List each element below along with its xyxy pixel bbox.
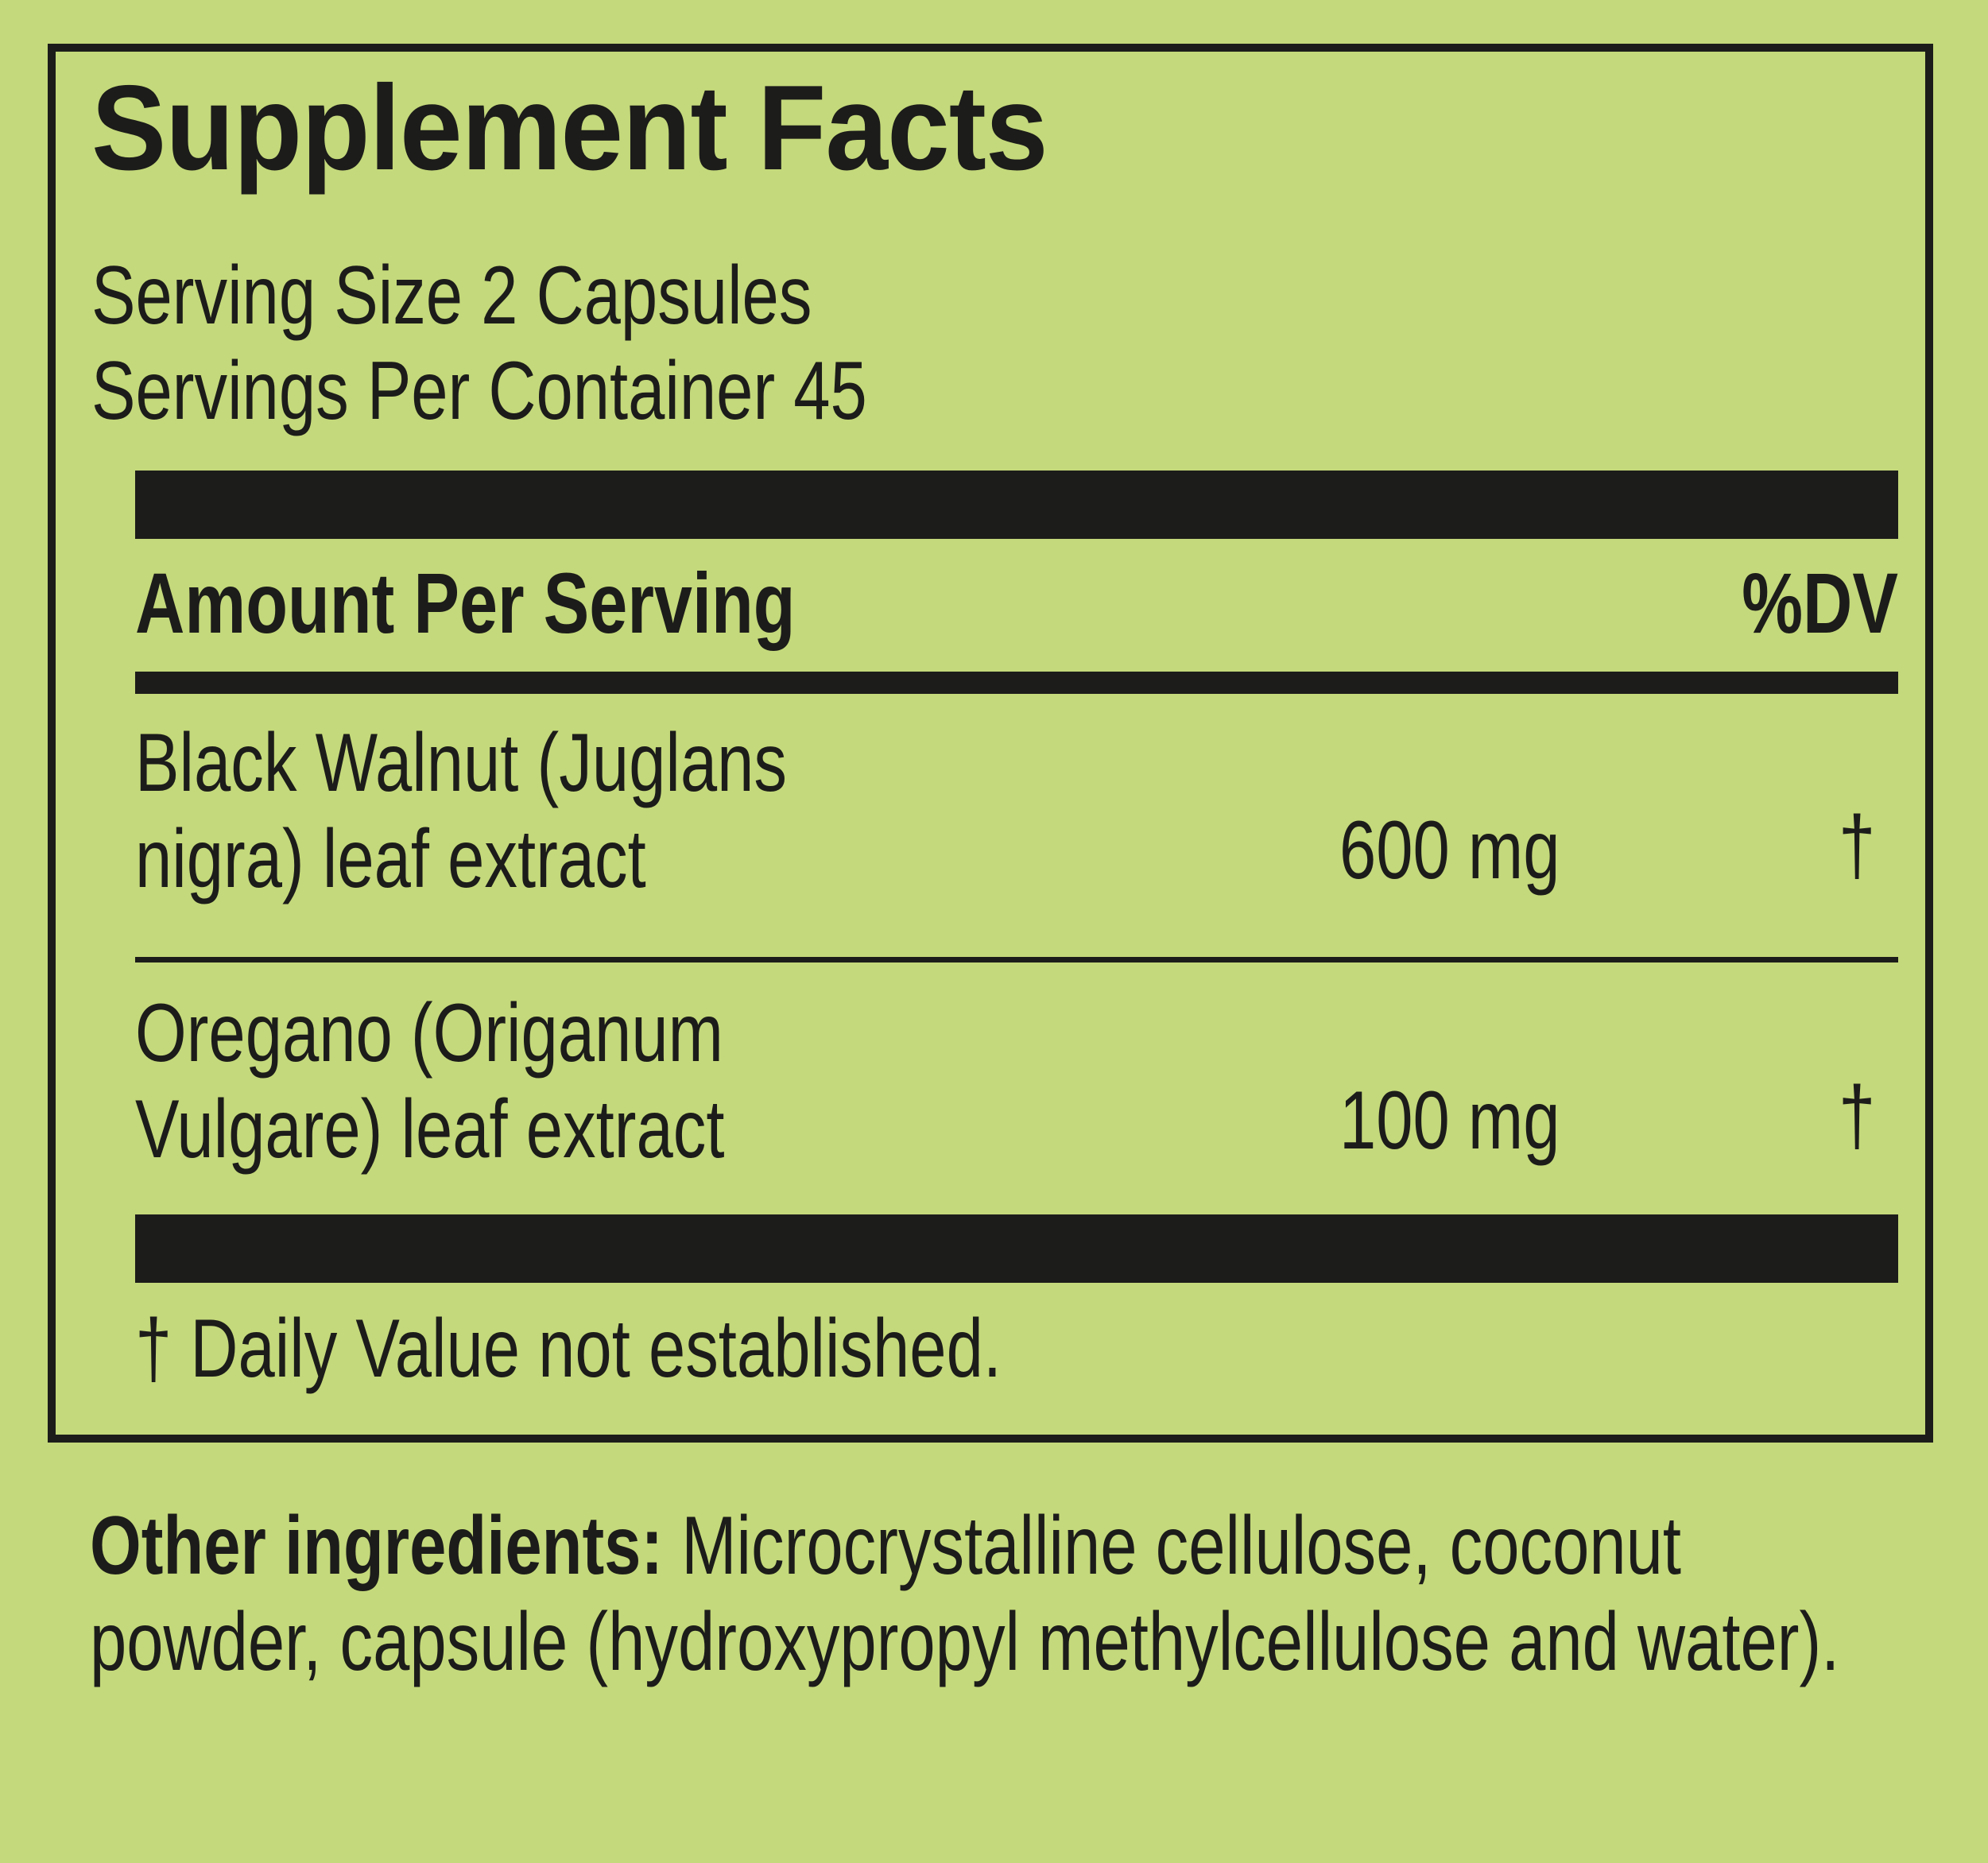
- other-ingredients-block: Other ingredients: Microcrystalline cell…: [90, 1498, 1864, 1690]
- rule-thin-divider: [135, 957, 1898, 962]
- daily-value-footnote: † Daily Value not established.: [135, 1303, 1002, 1395]
- ingredient-name: Black Walnut (Juglans nigra) leaf extrac…: [135, 717, 788, 905]
- serving-size-text: Serving Size 2 Capsules: [91, 250, 812, 342]
- amount-per-serving-label: Amount Per Serving: [135, 555, 796, 651]
- panel-title: Supplement Facts: [91, 60, 1048, 196]
- ingredient-daily-value: †: [1839, 1070, 1876, 1162]
- ingredient-row: Black Walnut (Juglans nigra) leaf extrac…: [135, 715, 1898, 946]
- other-ingredients-heading: Other ingredients:: [90, 1500, 664, 1592]
- amount-per-serving-header: Amount Per Serving %DV: [135, 560, 1898, 656]
- supplement-facts-panel: Supplement Facts Serving Size 2 Capsules…: [48, 44, 1933, 1443]
- ingredient-row: Oregano (Origanum Vulgare) leaf extract …: [135, 986, 1898, 1216]
- servings-per-container-text: Servings Per Container 45: [91, 345, 867, 437]
- rule-thick-middle: [135, 672, 1898, 694]
- ingredient-amount: 100 mg: [1339, 1075, 1560, 1167]
- rule-thick-bottom: [135, 1214, 1898, 1283]
- rule-thick-top: [135, 471, 1898, 539]
- ingredient-name: Oregano (Origanum Vulgare) leaf extract: [135, 987, 725, 1176]
- ingredient-daily-value: †: [1839, 800, 1876, 892]
- ingredient-amount: 600 mg: [1339, 804, 1560, 897]
- other-ingredients-text: Microcrystalline cellulose, coconut powd…: [90, 1500, 1840, 1688]
- supplement-facts-content: Supplement Facts Serving Size 2 Capsules…: [91, 52, 1898, 1435]
- percent-dv-label: %DV: [1742, 555, 1898, 651]
